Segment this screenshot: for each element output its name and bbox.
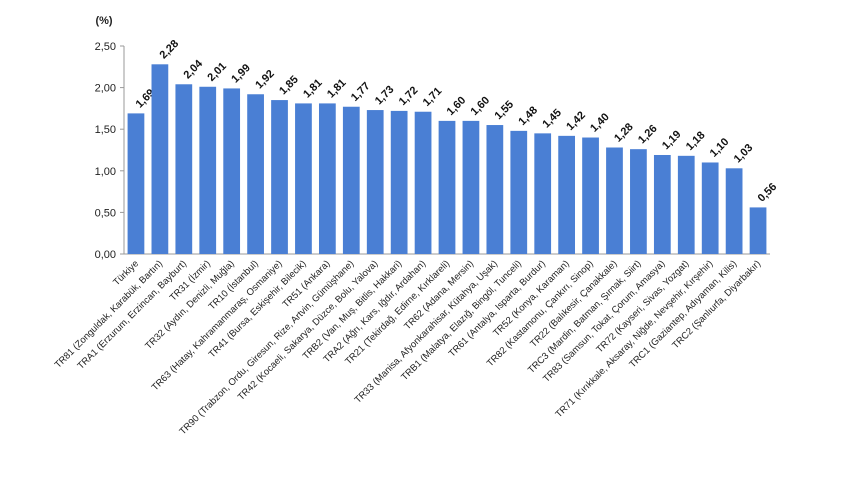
data-label: 2,28 (158, 38, 182, 62)
bar (414, 111, 432, 254)
bar (725, 168, 743, 254)
data-label: 1,55 (492, 99, 516, 123)
data-label: 1,10 (708, 136, 732, 160)
bar (438, 120, 456, 254)
bar (390, 110, 408, 255)
bar (366, 110, 384, 255)
data-label: 1,48 (516, 104, 540, 128)
data-label: 1,42 (564, 109, 588, 133)
bar (653, 154, 671, 254)
bar (462, 120, 480, 254)
data-label: 1,71 (421, 85, 445, 109)
y-tick-label: 1,00 (95, 166, 116, 178)
bar (271, 100, 288, 254)
data-label: 1,92 (253, 68, 277, 92)
bar (534, 133, 552, 254)
bar (582, 137, 599, 254)
data-label: 1,40 (588, 111, 612, 135)
data-label: 1,81 (325, 77, 349, 101)
data-label: 1,73 (373, 84, 397, 108)
bar (199, 86, 217, 254)
y-tick-label: 2,00 (95, 83, 116, 95)
data-label: 1,60 (469, 94, 493, 118)
bar (486, 125, 504, 254)
data-label: 1,28 (612, 121, 636, 145)
bar (510, 130, 528, 254)
bar (247, 94, 264, 254)
bar (151, 64, 169, 254)
bar (318, 103, 336, 255)
bar (175, 84, 193, 254)
data-label: 1,26 (636, 123, 660, 147)
bar (558, 135, 576, 254)
bar (295, 103, 312, 255)
bar (749, 207, 767, 254)
data-label: 1,60 (445, 94, 469, 118)
data-label: 1,72 (397, 84, 421, 108)
bar (630, 149, 647, 254)
y-axis-label: (%) (95, 15, 112, 27)
data-label: 0,56 (756, 181, 780, 205)
data-label: 1,19 (660, 128, 684, 152)
x-tick-label: TR81 (Zonguldak, Karabük, Bartın) (53, 258, 165, 370)
data-label: 1,77 (349, 80, 373, 104)
bar (701, 162, 719, 254)
y-tick-label: 0,50 (95, 207, 116, 219)
y-tick-label: 1,50 (95, 124, 116, 136)
data-label: 1,18 (684, 129, 708, 153)
data-label: 1,99 (229, 62, 253, 86)
y-tick-label: 2,50 (95, 41, 116, 53)
data-label: 2,01 (205, 60, 229, 84)
bar (127, 113, 145, 254)
bar (606, 147, 623, 254)
y-tick-label: 0,00 (95, 249, 116, 261)
data-label: 1,45 (540, 107, 564, 131)
bar (342, 106, 360, 255)
bar (223, 88, 241, 254)
data-label: 1,85 (277, 74, 301, 98)
data-label: 2,04 (181, 57, 205, 81)
bar (677, 155, 695, 254)
data-label: 1,03 (732, 142, 756, 166)
data-label: 1,81 (301, 77, 325, 101)
